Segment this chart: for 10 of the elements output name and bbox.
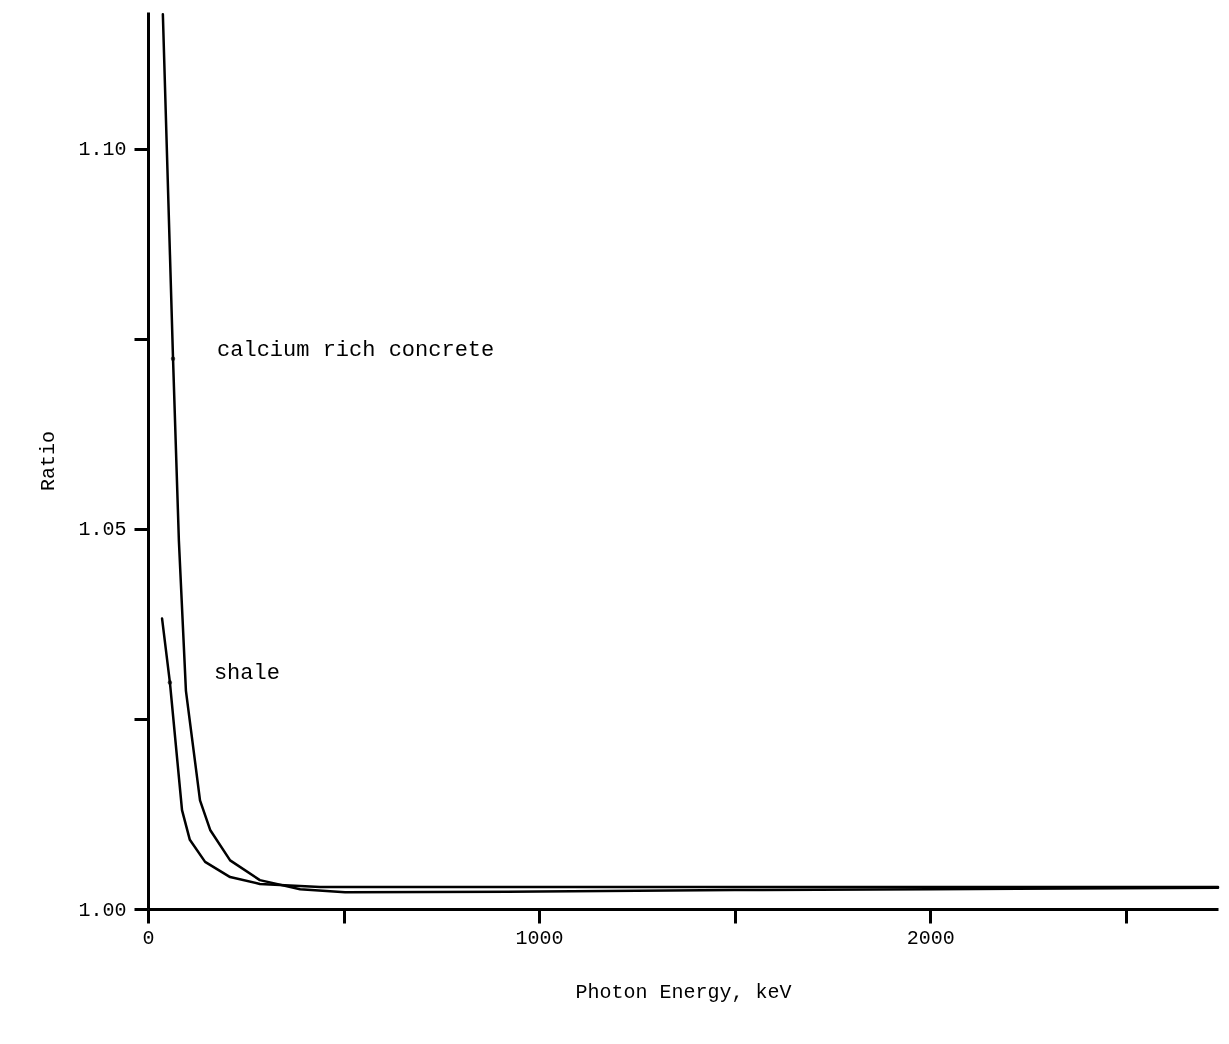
x-tick-label: 1000 xyxy=(515,926,564,950)
x-tick-label: 2000 xyxy=(906,926,955,950)
x-tick-label: 0 xyxy=(142,926,155,950)
annotation: shale xyxy=(213,661,280,687)
x-axis-title: Photon Energy, keV xyxy=(575,980,792,1004)
y-tick-label: 1.05 xyxy=(78,518,127,542)
y-tick-label: 1.10 xyxy=(78,138,127,162)
y-tick-label: 1.00 xyxy=(78,898,127,922)
y-axis-title: Ratio xyxy=(37,430,61,492)
annotation: calcium rich concrete xyxy=(217,337,495,363)
